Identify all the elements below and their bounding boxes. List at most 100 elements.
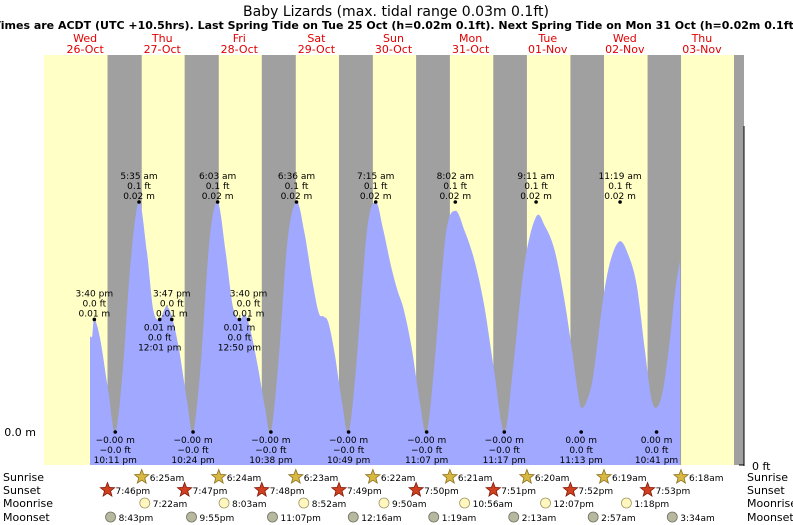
- tide-height-m: −0.00 m: [485, 436, 524, 446]
- day-date: 02-Nov: [605, 43, 645, 56]
- sunset-icon: [330, 481, 348, 498]
- moonrise-time: 10:56am: [473, 500, 513, 510]
- sunset-icon: [639, 481, 656, 498]
- sunset-time: 7:47pm: [193, 487, 228, 497]
- tide-height-ft: 0.0 ft: [160, 299, 184, 309]
- tide-time: 3:47 pm: [153, 289, 191, 299]
- sunset-time: 7:48pm: [270, 487, 305, 497]
- tide-height-m: −0.00 m: [329, 436, 368, 446]
- sunset-icon: [407, 481, 425, 498]
- y-axis-left-label: 0.0 m: [4, 426, 36, 439]
- day-name: Sat: [307, 32, 326, 45]
- moonrise-time: 7:22am: [153, 500, 188, 510]
- tide-area: [90, 201, 681, 465]
- moonrise-time: 9:50am: [392, 500, 427, 510]
- day-name: Mon: [459, 32, 482, 45]
- moonset-icon: [428, 511, 440, 523]
- moonset-icon: [105, 511, 116, 523]
- day-date: 31-Oct: [452, 43, 490, 56]
- moonset-icon: [347, 511, 359, 523]
- moonrise-label-right: Moonrise: [747, 497, 793, 510]
- astro-rows: Sunrise Sunrise 6:25am 6:24am 6:23am 6:22am 6:…: [3, 468, 793, 524]
- tide-height-m: −0.00 m: [407, 436, 446, 446]
- chart-title: Baby Lizards (max. tidal range 0.03m 0.1…: [243, 4, 549, 20]
- sunset-icon: [253, 481, 270, 498]
- tide-time: 10:38 pm: [249, 456, 292, 466]
- moonrise-icon: [621, 497, 632, 509]
- moonrise-icon: [459, 497, 471, 509]
- tide-height-m: 0.02 m: [202, 192, 234, 202]
- moonset-icon: [267, 511, 278, 523]
- tide-height-m: 0.01 m: [224, 323, 256, 333]
- tide-time: 11:17 pm: [483, 456, 526, 466]
- sunrise-icon: [287, 468, 304, 485]
- tide-height-m: 0.01 m: [233, 309, 265, 319]
- chart-subtitle: Times are ACDT (UTC +10.5hrs). Last Spri…: [0, 19, 793, 32]
- tide-height-m: 0.01 m: [156, 309, 188, 319]
- sunset-time: 7:52pm: [578, 487, 613, 497]
- sunrise-icon: [672, 468, 690, 485]
- y-axis-right-label: 0 ft: [752, 460, 771, 473]
- moonset-icon: [587, 511, 599, 523]
- tide-height-ft: 0.0 ft: [148, 333, 172, 343]
- tide-point: [618, 200, 622, 204]
- sunset-icon: [99, 481, 116, 498]
- tide-time: 10:49 pm: [327, 456, 370, 466]
- sunset-icon: [562, 481, 579, 498]
- day-date: 28-Oct: [221, 43, 259, 56]
- sunset-time: 7:53pm: [656, 487, 691, 497]
- tide-height-ft: 0.1 ft: [285, 182, 309, 192]
- tide-height-m: −0.00 m: [173, 436, 212, 446]
- moonset-icon: [186, 511, 197, 523]
- sunrise-time: 6:20am: [535, 474, 570, 484]
- tide-height-ft: 0.0 ft: [82, 299, 106, 309]
- tide-height-ft: −0.0 ft: [255, 446, 287, 456]
- tide-time: 10:11 pm: [94, 456, 137, 466]
- tide-time: 11:19 am: [599, 172, 642, 182]
- tide-height-ft: −0.0 ft: [489, 446, 521, 456]
- tide-height-m: 0.01 m: [144, 323, 176, 333]
- moonrise-time: 8:03am: [232, 500, 266, 510]
- sunrise-icon: [364, 468, 382, 485]
- moonset-time: 2:13am: [522, 514, 557, 524]
- tide-height-m: −0.00 m: [96, 436, 135, 446]
- tide-height-m: 0.02 m: [604, 192, 636, 202]
- moonrise-time: 12:07pm: [554, 500, 594, 510]
- sunrise-time: 6:25am: [150, 474, 185, 484]
- tide-height-ft: 0.0 ft: [645, 446, 669, 456]
- sunrise-time: 6:23am: [304, 474, 339, 484]
- tide-time: 10:24 pm: [171, 456, 214, 466]
- day-name: Fri: [233, 32, 246, 45]
- tide-height-m: −0.00 m: [251, 436, 290, 446]
- tide-point: [246, 317, 251, 322]
- tide-height-ft: −0.0 ft: [333, 446, 365, 456]
- tide-point: [373, 200, 378, 204]
- sunset-icon: [485, 481, 502, 498]
- night-band: [734, 55, 744, 465]
- tide-point: [237, 317, 242, 322]
- sunset-time: 7:46pm: [116, 487, 151, 497]
- tide-height-ft: 0.1 ft: [443, 182, 467, 192]
- tide-height-ft: 0.1 ft: [608, 182, 632, 192]
- tide-time: 11:07 pm: [405, 456, 448, 466]
- sunrise-icon: [133, 468, 150, 485]
- tide-time: 7:15 am: [357, 172, 394, 182]
- moonrise-icon: [378, 497, 390, 509]
- sunrise-icon: [210, 468, 227, 485]
- tide-height-ft: −0.0 ft: [177, 446, 209, 456]
- moonrise-icon: [218, 497, 230, 509]
- day-name: Thu: [691, 32, 713, 45]
- tide-height-ft: 0.0 ft: [569, 446, 593, 456]
- tide-point: [502, 430, 507, 434]
- tide-height-ft: −0.0 ft: [411, 446, 443, 456]
- tide-height-m: 0.02 m: [520, 192, 552, 202]
- day-date: 26-Oct: [66, 43, 104, 56]
- tide-time: 9:11 am: [517, 172, 554, 182]
- moonset-time: 2:57am: [601, 514, 636, 524]
- tide-time: 5:35 am: [120, 172, 157, 182]
- day-name: Wed: [613, 32, 637, 45]
- day-name: Wed: [73, 32, 97, 45]
- moonset-label-right: Moonset: [747, 511, 793, 524]
- tide-height-ft: 0.1 ft: [206, 182, 230, 192]
